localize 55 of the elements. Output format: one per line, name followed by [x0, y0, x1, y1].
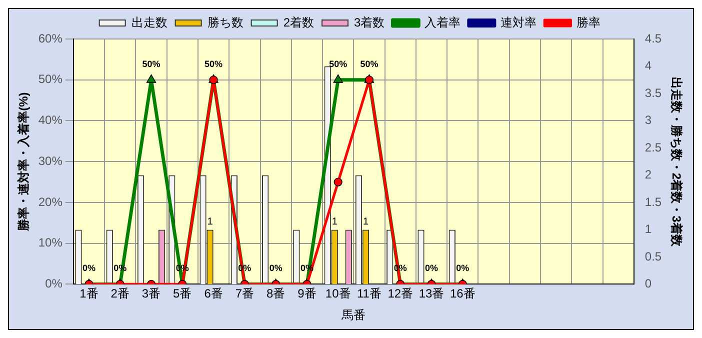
data-label: 1: [362, 216, 369, 228]
point: [333, 74, 343, 83]
x-tick-label: 13番: [418, 286, 444, 301]
data-label: 50%: [204, 58, 223, 69]
data-label: 0%: [176, 263, 189, 274]
y-tick-label: 60%: [38, 31, 63, 46]
x-tick-label: 16番: [450, 286, 476, 301]
y-tick-label: 10%: [38, 236, 63, 250]
x-tick-label: 7番: [235, 286, 254, 301]
data-label: 50%: [329, 58, 348, 69]
y-tick-label: 20%: [38, 194, 63, 209]
data-label: 1: [207, 216, 214, 228]
y2-tick-label: 1: [644, 222, 652, 236]
y2-axis-title: 出走数・勝ち数・2着数・3着数: [669, 76, 684, 248]
legend-label: 出走数: [131, 15, 168, 30]
legend-label: 連対率: [500, 15, 537, 30]
y2-tick-label: 3.5: [644, 86, 662, 100]
y-tick-label: 40%: [38, 113, 63, 128]
x-tick-label: 2番: [110, 286, 130, 301]
y2-tick-label: 1.5: [644, 194, 662, 209]
y2-tick-label: 3: [644, 113, 652, 128]
point: [334, 178, 342, 186]
x-tick-label: 9番: [298, 286, 316, 301]
legend-label: 入着率: [424, 15, 461, 30]
x-axis-title: 馬番: [340, 308, 366, 322]
y2-tick-label: 0: [644, 276, 652, 291]
data-label: 0%: [425, 263, 438, 274]
y-axis-title: 勝率・連対率・入着率(%): [16, 92, 31, 232]
legend-label: 勝率: [576, 15, 601, 30]
data-label: 50%: [360, 58, 378, 69]
legend-label: 2着数: [283, 15, 314, 30]
y-tick-label: 30%: [38, 154, 63, 168]
y-tick-label: 50%: [38, 72, 63, 86]
data-label: 50%: [142, 58, 160, 69]
data-label: 0%: [456, 263, 470, 274]
data-label: 0%: [82, 263, 96, 274]
x-tick-label: 5番: [173, 286, 192, 301]
data-label: 0%: [269, 263, 282, 274]
y-tick-label: 0%: [45, 276, 63, 291]
x-tick-label: 1番: [80, 286, 98, 301]
x-tick-label: 3番: [142, 286, 161, 301]
y2-tick-label: 2: [644, 168, 652, 182]
data-label: 1: [332, 216, 338, 228]
x-tick-label: 12番: [388, 286, 414, 301]
y2-tick-label: 0.5: [644, 249, 662, 264]
y2-tick-label: 4: [644, 58, 652, 73]
x-tick-label: 11番: [357, 286, 382, 301]
x-tick-label: 10番: [325, 286, 351, 301]
x-tick-label: 8番: [266, 286, 286, 301]
legend-label: 勝ち数: [207, 15, 244, 30]
x-tick-label: 6番: [204, 286, 223, 301]
y2-tick-label: 4.5: [644, 31, 662, 46]
legend-label: 3着数: [354, 15, 385, 30]
point: [146, 74, 156, 83]
y2-tick-label: 2.5: [644, 140, 662, 154]
